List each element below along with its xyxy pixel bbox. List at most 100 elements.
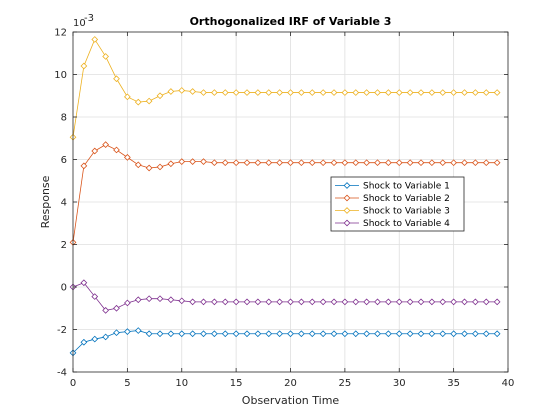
- data-point: [156, 92, 164, 100]
- ticks: [72, 31, 509, 373]
- data-point: [124, 154, 131, 161]
- data-point: [178, 158, 186, 165]
- data-point: [287, 89, 294, 96]
- data-point: [352, 159, 360, 167]
- data-point: [428, 89, 436, 96]
- x-tick-label: 40: [502, 378, 515, 389]
- data-point: [352, 89, 360, 96]
- data-point: [80, 279, 88, 287]
- data-point: [417, 159, 425, 167]
- y-tick-label: 2: [61, 240, 67, 251]
- legend-marker: [343, 182, 351, 189]
- data-point: [134, 161, 142, 169]
- data-point: [113, 75, 120, 83]
- data-point: [189, 330, 196, 338]
- data-point: [395, 330, 403, 338]
- data-point: [145, 295, 153, 303]
- data-point: [113, 146, 120, 154]
- data-point: [472, 89, 479, 96]
- data-point: [319, 330, 327, 338]
- data-point: [254, 298, 262, 306]
- data-point: [102, 333, 109, 341]
- data-point: [221, 89, 229, 96]
- data-point: [298, 159, 305, 167]
- series-line: [72, 330, 498, 354]
- data-point: [493, 298, 501, 306]
- data-point: [189, 88, 196, 95]
- data-point: [265, 89, 273, 96]
- x-tick-label: 5: [124, 378, 130, 389]
- data-point: [189, 158, 196, 165]
- data-point: [461, 330, 468, 338]
- data-point: [482, 159, 490, 167]
- data-point: [167, 296, 175, 304]
- data-point: [341, 159, 349, 167]
- series-4: [69, 279, 501, 314]
- data-point: [428, 330, 436, 338]
- data-point: [395, 159, 403, 167]
- data-point: [319, 89, 327, 96]
- data-point: [406, 89, 414, 96]
- data-point: [276, 159, 283, 167]
- data-point: [493, 89, 501, 96]
- data-point: [341, 298, 349, 306]
- data-point: [308, 89, 316, 96]
- data-point: [243, 298, 251, 306]
- legend-label: Shock to Variable 3: [363, 207, 450, 217]
- data-point: [287, 159, 294, 167]
- data-point: [200, 330, 207, 338]
- data-point: [211, 159, 218, 167]
- data-point: [472, 298, 479, 306]
- data-point: [308, 330, 316, 338]
- data-point: [308, 298, 316, 306]
- series-1: [69, 327, 501, 357]
- data-point: [374, 89, 381, 96]
- data-point: [287, 298, 294, 306]
- data-point: [298, 89, 305, 96]
- data-point: [298, 298, 305, 306]
- data-point: [395, 298, 403, 306]
- data-point: [385, 298, 392, 306]
- exponent-power: -3: [84, 13, 94, 24]
- data-point: [254, 330, 262, 338]
- data-point: [406, 298, 414, 306]
- x-tick-label: 0: [70, 378, 76, 389]
- y-tick-label: -2: [57, 325, 67, 336]
- data-point: [439, 298, 447, 306]
- data-point: [156, 163, 164, 171]
- x-tick-label: 10: [175, 378, 188, 389]
- data-point: [298, 330, 305, 338]
- data-point: [91, 293, 99, 300]
- data-point: [124, 299, 131, 307]
- data-point: [232, 159, 240, 167]
- data-point: [167, 330, 175, 338]
- data-point: [200, 158, 207, 165]
- data-point: [145, 330, 153, 338]
- data-point: [330, 330, 338, 338]
- data-point: [319, 159, 327, 167]
- data-point: [374, 159, 381, 167]
- x-tick-label: 20: [284, 378, 297, 389]
- data-point: [232, 330, 240, 338]
- data-point: [461, 89, 468, 96]
- data-point: [308, 159, 316, 167]
- legend-item: Shock to Variable 1: [335, 182, 450, 192]
- data-point: [200, 298, 207, 306]
- data-point: [167, 88, 175, 95]
- legend-label: Shock to Variable 4: [363, 219, 450, 229]
- data-point: [385, 330, 392, 338]
- data-point: [91, 36, 99, 43]
- data-point: [265, 159, 273, 167]
- y-tick-label: 8: [61, 113, 67, 124]
- y-axis-label: Response: [39, 175, 52, 228]
- data-point: [113, 304, 120, 312]
- series-line: [72, 282, 498, 311]
- data-point: [243, 89, 251, 96]
- data-point: [276, 330, 283, 338]
- data-point: [221, 159, 229, 167]
- data-point: [472, 330, 479, 338]
- data-point: [385, 159, 392, 167]
- exponent-base: 10: [73, 18, 86, 29]
- data-point: [145, 164, 153, 172]
